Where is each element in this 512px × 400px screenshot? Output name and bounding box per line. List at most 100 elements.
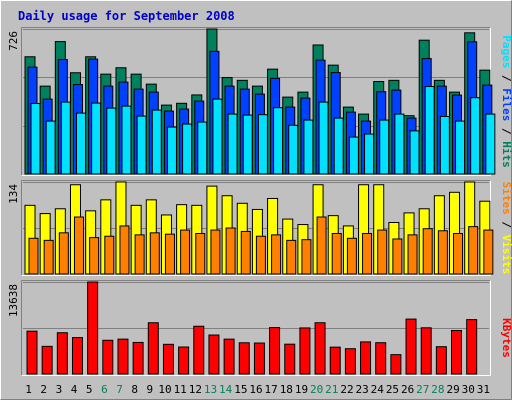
kbytes-bar-21-fill <box>329 346 341 375</box>
kbytes-bar-10 <box>162 343 174 375</box>
x-tick-day-9: 9 <box>147 383 154 396</box>
kbytes-bar-1-fill <box>26 330 38 375</box>
pages-bar-21-fill <box>333 117 344 175</box>
pages-bar-26-fill <box>409 130 420 175</box>
x-tick-day-12: 12 <box>189 383 202 396</box>
pages-bar-10-fill <box>166 126 177 175</box>
sites-bar-27 <box>422 228 433 275</box>
kbytes-bar-2-fill <box>41 345 53 375</box>
sites-bar-6-fill <box>104 235 115 275</box>
x-tick-day-21: 21 <box>325 383 338 396</box>
legend-hits-files-pages-files: Files <box>500 88 512 121</box>
x-tick-day-17: 17 <box>265 383 278 396</box>
kbytes-bar-24 <box>375 342 387 375</box>
pages-bar-11 <box>182 123 193 175</box>
pages-bar-31-fill <box>485 113 496 175</box>
pages-bar-5 <box>91 102 102 175</box>
sites-bar-26 <box>407 234 418 275</box>
pages-bar-18 <box>288 124 299 175</box>
sites-bar-31 <box>483 229 494 275</box>
kbytes-bar-5-fill <box>87 281 99 375</box>
x-tick-day-6: 6 <box>101 383 108 396</box>
kbytes-bar-28 <box>435 346 447 375</box>
x-tick-day-5: 5 <box>86 383 93 396</box>
sites-bar-22-fill <box>346 237 357 275</box>
pages-bar-13 <box>212 98 223 175</box>
x-tick-day-10: 10 <box>158 383 171 396</box>
kbytes-bar-13-fill <box>208 334 220 375</box>
sites-bar-6 <box>104 235 115 275</box>
panel-3-y-tick: 13638 <box>7 284 20 317</box>
kbytes-bar-18 <box>284 343 296 375</box>
kbytes-bar-9 <box>147 322 159 375</box>
sites-bar-10-fill <box>164 233 175 275</box>
x-tick-day-24: 24 <box>371 383 385 396</box>
sites-bar-2-fill <box>43 239 54 275</box>
x-tick-day-30: 30 <box>462 383 475 396</box>
x-tick-day-26: 26 <box>401 383 414 396</box>
kbytes-bar-16 <box>253 342 265 375</box>
sites-bar-18-fill <box>286 239 297 275</box>
sites-bar-15-fill <box>240 230 251 275</box>
pages-bar-30 <box>470 97 481 175</box>
pages-bar-14 <box>227 113 238 175</box>
kbytes-bar-24-fill <box>375 342 387 375</box>
pages-bar-19 <box>303 119 314 175</box>
pages-bar-16 <box>257 114 268 175</box>
sites-bar-13-fill <box>210 229 221 275</box>
pages-bar-14-fill <box>227 113 238 175</box>
pages-bar-30-fill <box>470 97 481 175</box>
pages-bar-24 <box>379 119 390 175</box>
pages-bar-20 <box>318 101 329 175</box>
pages-bar-7 <box>121 105 132 175</box>
sites-bar-19-fill <box>301 239 312 275</box>
pages-bar-1-fill <box>30 102 41 175</box>
kbytes-bar-3 <box>56 332 68 375</box>
sites-bar-18 <box>286 239 297 275</box>
sites-bar-9 <box>149 232 160 275</box>
sites-bar-25-fill <box>392 238 403 275</box>
sites-bar-9-fill <box>149 232 160 275</box>
pages-bar-22 <box>348 136 359 175</box>
kbytes-bar-1 <box>26 330 38 375</box>
kbytes-bar-17-fill <box>269 327 281 375</box>
pages-bar-27-fill <box>424 86 435 175</box>
pages-bar-26 <box>409 130 420 175</box>
pages-bar-11-fill <box>182 123 193 175</box>
kbytes-bar-14-fill <box>223 338 235 375</box>
sites-bar-20-fill <box>316 216 327 275</box>
x-tick-day-22: 22 <box>340 383 353 396</box>
legend-hits-files-pages-sep-1: / <box>500 68 512 88</box>
sites-bar-5-fill <box>89 237 100 275</box>
pages-bar-27 <box>424 86 435 175</box>
x-tick-day-27: 27 <box>416 383 429 396</box>
x-tick-day-3: 3 <box>56 383 63 396</box>
sites-bar-29 <box>453 232 464 275</box>
sites-bar-26-fill <box>407 234 418 275</box>
kbytes-bar-25 <box>390 354 402 375</box>
kbytes-bar-27-fill <box>420 327 432 375</box>
x-tick-day-25: 25 <box>386 383 399 396</box>
sites-bar-24 <box>377 229 388 275</box>
kbytes-bar-5 <box>87 281 99 375</box>
kbytes-bar-6 <box>102 339 114 375</box>
kbytes-bar-15-fill <box>238 342 250 375</box>
x-tick-day-4: 4 <box>71 383 78 396</box>
sites-bar-11 <box>180 229 191 275</box>
kbytes-bar-29 <box>451 329 463 375</box>
sites-bar-7-fill <box>119 225 130 275</box>
x-tick-day-8: 8 <box>131 383 138 396</box>
pages-bar-20-fill <box>318 101 329 175</box>
pages-bar-1 <box>30 102 41 175</box>
kbytes-bar-6-fill <box>102 339 114 375</box>
pages-bar-7-fill <box>121 105 132 175</box>
sites-bar-16 <box>255 235 266 275</box>
sites-bar-22 <box>346 237 357 275</box>
kbytes-bar-8-fill <box>132 341 144 375</box>
pages-bar-29-fill <box>455 120 466 175</box>
sites-bar-7 <box>119 225 130 275</box>
pages-bar-23 <box>364 133 375 175</box>
sites-bar-1 <box>28 237 39 275</box>
